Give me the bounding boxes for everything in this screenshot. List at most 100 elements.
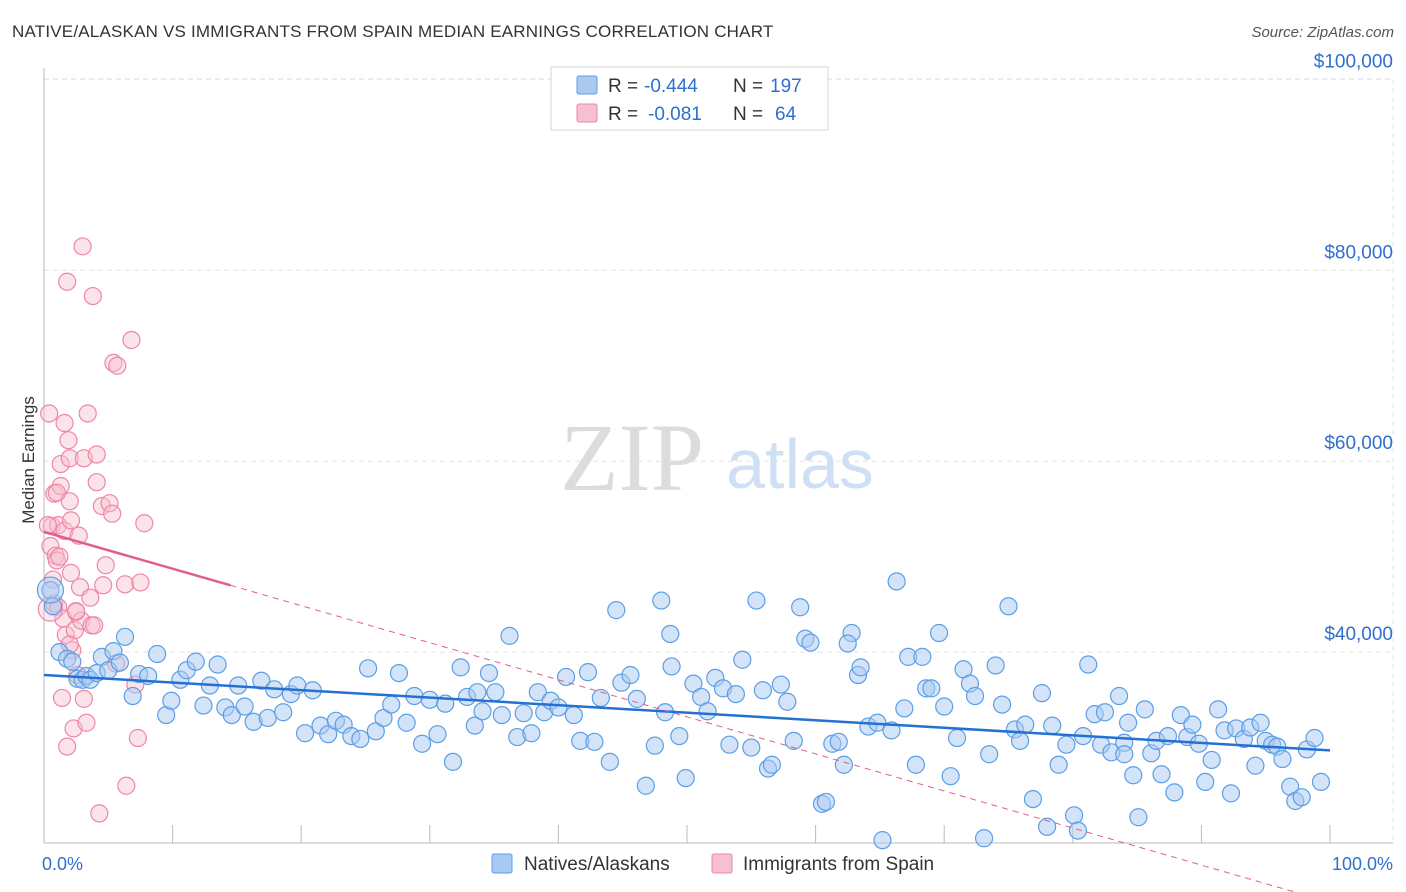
data-point-natives bbox=[235, 697, 254, 716]
data-point-natives bbox=[1109, 686, 1129, 706]
data-point-natives bbox=[733, 650, 752, 669]
data-point-natives bbox=[1057, 735, 1076, 754]
data-point-natives bbox=[412, 734, 432, 753]
data-point-natives bbox=[726, 684, 745, 704]
data-point-natives bbox=[929, 623, 949, 643]
legend-label-spain: Immigrants from Spain bbox=[743, 854, 934, 875]
series-immigrants-from-spain bbox=[37, 237, 154, 823]
data-point-natives bbox=[522, 724, 541, 743]
data-point-natives bbox=[479, 663, 499, 683]
data-point-spain bbox=[67, 601, 86, 621]
data-point-natives bbox=[486, 683, 505, 702]
data-point-spain bbox=[100, 494, 119, 513]
axes bbox=[43, 68, 1393, 844]
data-point-natives bbox=[549, 698, 568, 717]
data-point-natives bbox=[1049, 755, 1068, 774]
data-point-natives bbox=[465, 716, 484, 735]
data-point-natives bbox=[1251, 713, 1270, 732]
data-point-natives bbox=[829, 732, 848, 751]
data-point-natives bbox=[500, 626, 519, 645]
y-tick-label: $40,000 bbox=[1324, 624, 1393, 645]
data-point-natives bbox=[980, 745, 999, 764]
data-point-natives bbox=[528, 683, 547, 702]
data-point-natives bbox=[258, 708, 277, 728]
data-point-natives bbox=[1165, 783, 1184, 802]
data-point-natives bbox=[123, 686, 142, 706]
trend-line-spain-extension bbox=[230, 584, 1297, 892]
legend-n-label-1: N = bbox=[733, 76, 763, 97]
data-point-spain bbox=[52, 688, 72, 708]
data-point-spain bbox=[59, 431, 78, 450]
data-point-spain bbox=[56, 625, 75, 645]
data-point-natives bbox=[600, 752, 619, 771]
data-point-natives bbox=[1115, 745, 1134, 764]
data-point-spain bbox=[65, 621, 84, 640]
data-point-spain bbox=[131, 573, 150, 592]
x-tick-label-start: 0.0% bbox=[42, 854, 83, 874]
data-point-natives bbox=[684, 674, 703, 693]
source-credit: Source: ZipAtlas.com bbox=[1251, 24, 1394, 41]
data-point-spain bbox=[77, 713, 96, 732]
data-point-natives bbox=[358, 659, 378, 678]
data-point-natives bbox=[252, 671, 271, 690]
data-point-spain bbox=[78, 404, 97, 423]
data-point-natives bbox=[222, 705, 241, 725]
data-point-natives bbox=[992, 695, 1012, 714]
data-point-spain bbox=[83, 286, 102, 306]
legend-r-label-1: R = bbox=[608, 76, 638, 97]
data-point-natives bbox=[274, 703, 293, 722]
data-point-natives bbox=[645, 736, 664, 755]
data-point-natives bbox=[1246, 756, 1265, 775]
data-point-spain bbox=[103, 504, 122, 523]
data-point-natives bbox=[838, 634, 857, 653]
y-tick-labels: $40,000 $60,000 $80,000 $100,000 bbox=[1314, 51, 1393, 645]
data-point-natives bbox=[1010, 731, 1030, 750]
data-point-natives bbox=[1196, 772, 1215, 792]
data-point-spain bbox=[81, 588, 100, 607]
data-point-natives bbox=[1068, 821, 1088, 840]
data-point-spain bbox=[51, 454, 70, 474]
data-point-spain bbox=[87, 473, 106, 492]
data-point-natives bbox=[771, 675, 790, 694]
data-point-natives bbox=[636, 776, 655, 795]
data-point-natives bbox=[110, 653, 129, 672]
data-point-natives bbox=[319, 725, 338, 744]
data-point-natives bbox=[1016, 715, 1035, 734]
data-point-natives bbox=[1079, 655, 1098, 674]
legend-r-value-2: -0.081 bbox=[648, 104, 702, 125]
data-point-natives bbox=[1292, 788, 1311, 807]
watermark-zip: ZIP bbox=[560, 404, 704, 511]
data-point-natives bbox=[887, 572, 906, 591]
data-point-spain bbox=[38, 516, 57, 535]
data-point-spain bbox=[61, 563, 81, 582]
data-point-natives bbox=[742, 738, 761, 757]
data-point-natives bbox=[162, 691, 181, 710]
data-point-natives bbox=[473, 702, 492, 721]
data-point-natives bbox=[816, 792, 835, 812]
data-point-natives bbox=[382, 695, 401, 714]
data-point-spain bbox=[50, 547, 69, 566]
data-point-spain bbox=[47, 483, 66, 502]
correlation-legend: R = -0.444 N = 197 R = -0.081 N = 64 bbox=[550, 66, 829, 131]
data-point-natives bbox=[947, 728, 967, 748]
data-point-spain bbox=[55, 413, 74, 433]
legend-swatch-blue bbox=[576, 75, 598, 95]
data-point-spain bbox=[87, 445, 106, 464]
data-point-spain bbox=[115, 575, 135, 594]
data-point-natives bbox=[999, 597, 1018, 616]
data-point-spain bbox=[61, 511, 81, 530]
data-point-natives bbox=[753, 681, 772, 700]
y-tick-label: $100,000 bbox=[1314, 51, 1393, 72]
data-point-natives bbox=[492, 705, 511, 725]
data-point-natives bbox=[913, 647, 932, 666]
data-point-natives-cluster bbox=[36, 576, 65, 604]
y-tick-label: $60,000 bbox=[1324, 433, 1393, 454]
data-point-natives bbox=[468, 683, 487, 702]
data-point-spain bbox=[74, 689, 93, 708]
data-point-natives bbox=[585, 732, 604, 751]
data-point-natives bbox=[148, 644, 167, 664]
trend-line-spain bbox=[43, 530, 231, 587]
y-axis-label: Median Earnings bbox=[19, 396, 38, 524]
data-point-natives bbox=[851, 658, 870, 677]
legend-label-natives: Natives/Alaskans bbox=[524, 854, 670, 875]
